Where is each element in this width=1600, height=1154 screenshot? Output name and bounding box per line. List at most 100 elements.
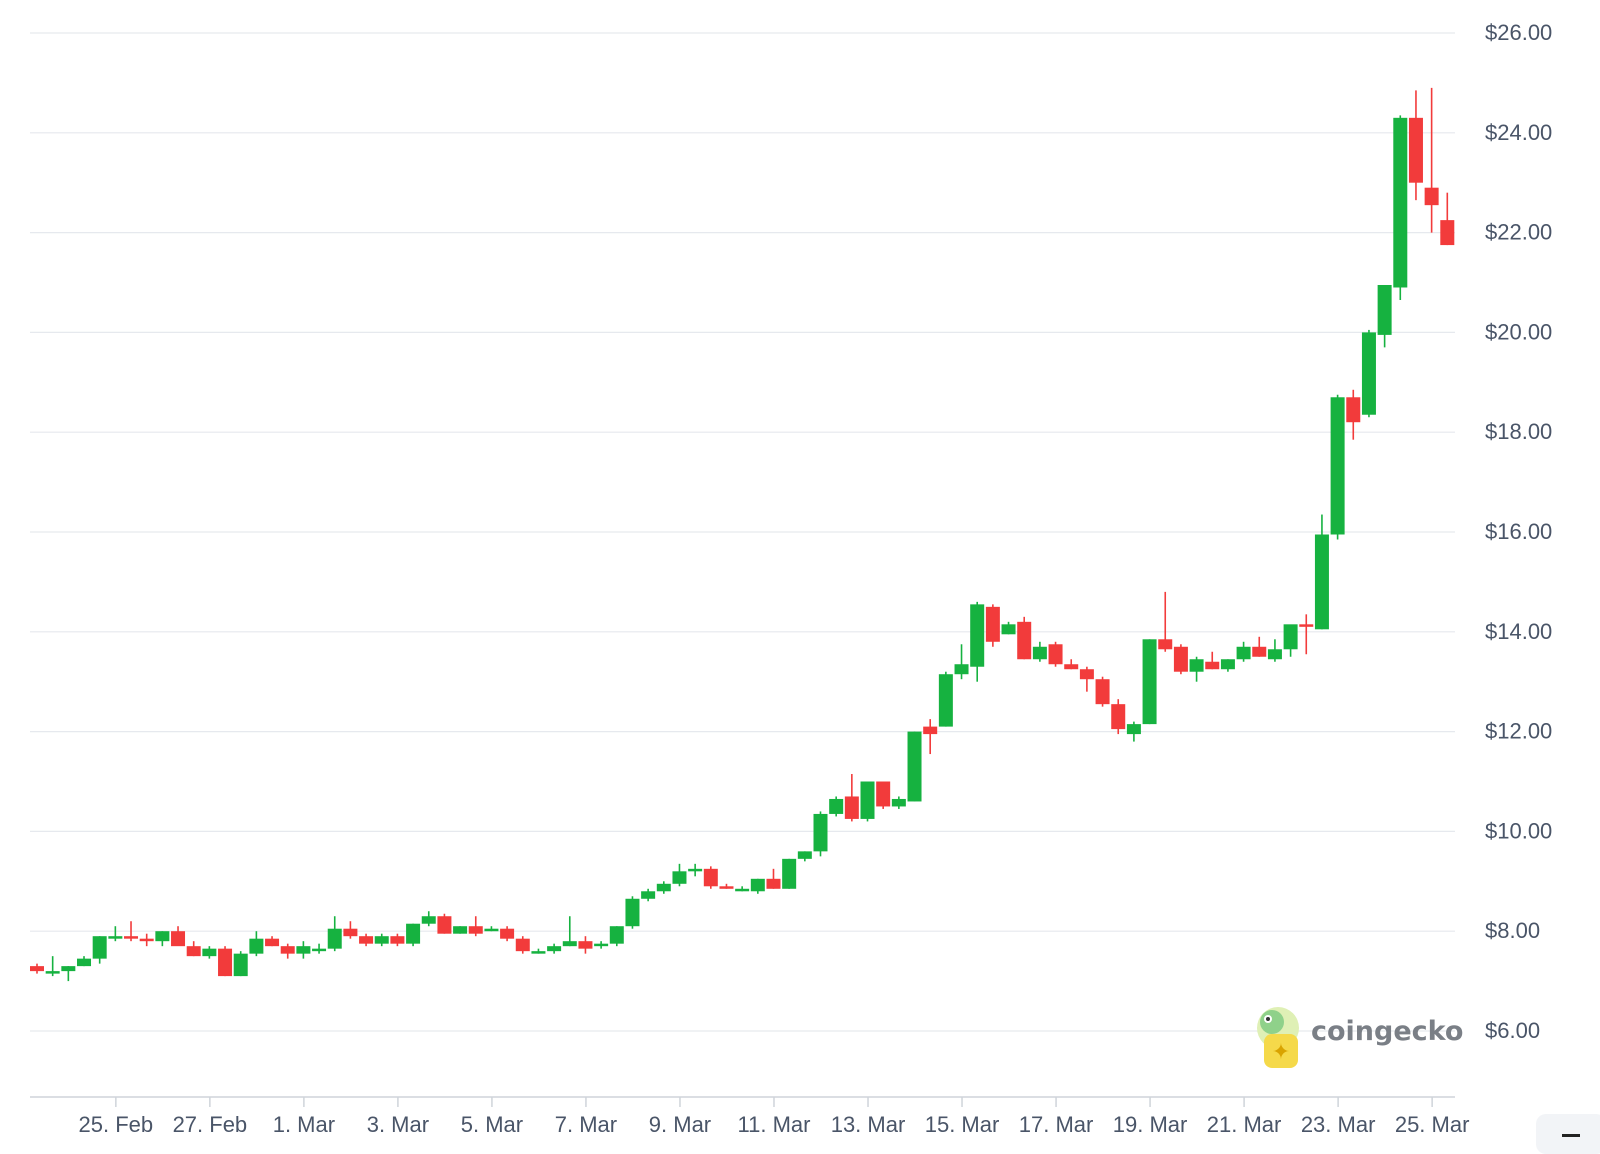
y-tick-label: $10.00 [1485, 818, 1552, 843]
candle [876, 781, 891, 809]
x-tick-label: 7. Mar [555, 1112, 617, 1137]
candle [77, 956, 92, 967]
candle-body [1346, 397, 1361, 423]
candle-body [1001, 624, 1016, 635]
candle-body [406, 923, 421, 944]
x-axis: 25. Feb 27. Feb 1. Mar 3. Mar 5. Mar 7. Mar 9.… [30, 1096, 1470, 1137]
candle-body [280, 946, 295, 954]
candle-body [985, 606, 1000, 642]
candle [829, 796, 844, 817]
candle-body [547, 946, 562, 952]
candle [374, 933, 389, 947]
candle-body [1173, 646, 1188, 672]
candle-body [782, 858, 797, 889]
candle [1064, 659, 1079, 670]
candle [453, 926, 468, 934]
y-tick-label: $6.00 [1485, 1018, 1540, 1043]
candle [1205, 651, 1220, 670]
y-tick-label: $12.00 [1485, 719, 1552, 744]
x-tick-label: 25. Mar [1395, 1112, 1470, 1137]
candle-body [265, 938, 280, 947]
candle-body [860, 781, 875, 819]
y-tick-label: $18.00 [1485, 419, 1552, 444]
candle [1283, 624, 1298, 657]
candle-body [766, 878, 781, 889]
candle-body [578, 941, 593, 949]
y-tick-label: $16.00 [1485, 519, 1552, 544]
collapse-icon [1562, 1134, 1580, 1137]
candle-body [1017, 621, 1032, 660]
candle [108, 926, 123, 942]
candle [139, 933, 154, 947]
candle [813, 811, 828, 857]
candle-body [343, 928, 358, 937]
x-tick-label: 11. Mar [738, 1112, 811, 1137]
candle [30, 963, 44, 974]
candle-body [515, 938, 530, 952]
candle-body [374, 936, 389, 944]
candle [1267, 639, 1282, 662]
candle [970, 601, 985, 682]
candle [860, 781, 875, 822]
candle-body [218, 948, 233, 977]
candle [531, 948, 546, 954]
coingecko-watermark: ✦ coingecko [1257, 1007, 1463, 1068]
candle [233, 951, 248, 977]
candle-body [468, 926, 483, 934]
candle [1189, 656, 1204, 682]
candle [1158, 591, 1173, 652]
candle-body [1377, 284, 1392, 335]
candle [1017, 616, 1032, 660]
candle [1393, 115, 1408, 300]
candle-body [1142, 639, 1157, 725]
candle-body [1189, 659, 1204, 672]
candle [1032, 641, 1047, 662]
candle-body [1408, 117, 1423, 183]
candle [202, 946, 217, 959]
y-tick-label: $14.00 [1485, 619, 1552, 644]
candle [1236, 641, 1251, 662]
candle-body [155, 931, 170, 942]
x-tick-label: 17. Mar [1019, 1112, 1094, 1137]
candle [1361, 329, 1376, 418]
candle-body [249, 938, 264, 954]
candle-body [750, 878, 765, 892]
candle-body [233, 953, 248, 977]
x-tick-label: 3. Mar [367, 1112, 429, 1137]
candle-body [656, 883, 671, 892]
candle [891, 796, 906, 809]
candle [1299, 614, 1314, 655]
candle-body [923, 726, 938, 735]
candle-body [45, 971, 60, 974]
candle [750, 878, 765, 894]
candle [1079, 666, 1094, 692]
candle [1220, 659, 1235, 672]
candle-body [1424, 187, 1439, 206]
candle [1424, 87, 1439, 233]
candle [547, 943, 562, 954]
candle [797, 851, 812, 862]
candle [656, 881, 671, 894]
candle [92, 936, 107, 964]
scroll-to-top-button[interactable] [1536, 1114, 1600, 1154]
candle-body [30, 966, 44, 972]
candle-body [500, 928, 515, 939]
y-tick-label: $26.00 [1485, 20, 1552, 45]
candle-body [1440, 220, 1455, 246]
candle [844, 774, 859, 822]
x-tick-label: 21. Mar [1207, 1112, 1282, 1137]
candle-body [1252, 646, 1267, 657]
candle-body [735, 888, 750, 892]
candle-body [1111, 704, 1126, 730]
candle [280, 943, 295, 959]
candle [938, 671, 953, 727]
candle [609, 926, 624, 947]
candle-body [719, 886, 734, 889]
x-tick-label: 19. Mar [1113, 1112, 1188, 1137]
candle [1048, 641, 1063, 667]
y-tick-label: $8.00 [1485, 918, 1540, 943]
candle [468, 916, 483, 937]
candles [30, 87, 1455, 982]
candle-body [938, 674, 953, 727]
candle [437, 913, 452, 934]
